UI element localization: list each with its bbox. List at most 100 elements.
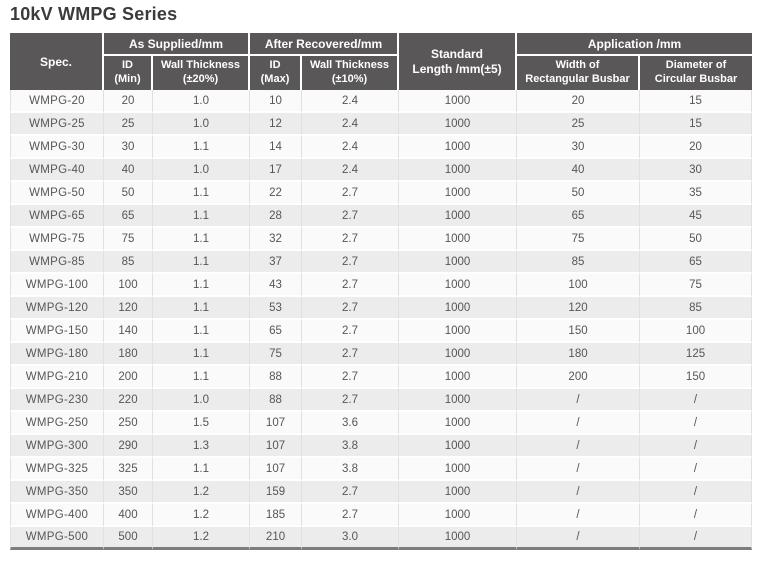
cell-wall_thickness_10: 2.7	[302, 228, 400, 251]
cell-width_rectangular_busbar: /	[517, 458, 641, 481]
cell-width_rectangular_busbar: 50	[517, 182, 641, 205]
cell-wall_thickness_20: 1.0	[153, 113, 251, 136]
cell-width_rectangular_busbar: 100	[517, 274, 641, 297]
cell-diameter_circular_busbar: 35	[640, 182, 753, 205]
column-header-wall-thickness-10: Wall Thickness (±10%)	[302, 56, 400, 90]
cell-standard_length: 1000	[399, 159, 518, 182]
cell-spec: WMPG-120	[10, 297, 104, 320]
cell-wall_thickness_10: 2.7	[302, 366, 400, 389]
cell-id_max: 17	[250, 159, 303, 182]
cell-wall_thickness_10: 2.7	[302, 389, 400, 412]
cell-wall_thickness_10: 2.7	[302, 182, 400, 205]
cell-spec: WMPG-75	[10, 228, 104, 251]
cell-id_max: 10	[250, 90, 303, 113]
cell-width_rectangular_busbar: 65	[517, 205, 641, 228]
id-min-line2: (Min)	[114, 73, 141, 85]
cell-diameter_circular_busbar: 15	[640, 113, 753, 136]
cell-id_max: 65	[250, 320, 303, 343]
column-header-diameter-circular-busbar: Diameter of Circular Busbar	[640, 56, 753, 90]
cell-wall_thickness_20: 1.1	[153, 182, 251, 205]
cell-diameter_circular_busbar: 65	[640, 251, 753, 274]
cell-spec: WMPG-230	[10, 389, 104, 412]
cell-id_max: 107	[250, 412, 303, 435]
width-rect-line1: Width of	[555, 59, 600, 72]
cell-wall_thickness_10: 2.7	[302, 251, 400, 274]
cell-standard_length: 1000	[399, 504, 518, 527]
cell-diameter_circular_busbar: 125	[640, 343, 753, 366]
table-row: WMPG-65 65 1.1 28 2.7 1000 65 45	[10, 205, 753, 228]
cell-standard_length: 1000	[399, 274, 518, 297]
wall-thickness-10-line1: Wall Thickness	[309, 59, 390, 72]
cell-diameter_circular_busbar: /	[640, 412, 753, 435]
cell-standard_length: 1000	[399, 136, 518, 159]
cell-id_max: 28	[250, 205, 303, 228]
cell-wall_thickness_10: 3.8	[302, 458, 400, 481]
cell-id_max: 107	[250, 435, 303, 458]
column-header-id-max: ID (Max)	[250, 56, 303, 90]
cell-id_min: 180	[104, 343, 153, 366]
cell-id_max: 14	[250, 136, 303, 159]
cell-standard_length: 1000	[399, 435, 518, 458]
cell-standard_length: 1000	[399, 297, 518, 320]
cell-id_min: 220	[104, 389, 153, 412]
cell-width_rectangular_busbar: 40	[517, 159, 641, 182]
cell-standard_length: 1000	[399, 90, 518, 113]
cell-diameter_circular_busbar: 85	[640, 297, 753, 320]
wall-thickness-20-line2: (±20%)	[182, 73, 219, 85]
cell-diameter_circular_busbar: 150	[640, 366, 753, 389]
cell-width_rectangular_busbar: /	[517, 504, 641, 527]
cell-standard_length: 1000	[399, 389, 518, 412]
id-min-line1: ID	[122, 59, 133, 72]
column-group-after-recovered: After Recovered/mm	[250, 33, 400, 56]
cell-wall_thickness_10: 2.4	[302, 90, 400, 113]
cell-wall_thickness_20: 1.1	[153, 458, 251, 481]
cell-wall_thickness_20: 1.2	[153, 481, 251, 504]
cell-id_max: 53	[250, 297, 303, 320]
cell-id_max: 210	[250, 527, 303, 550]
id-max-line1: ID	[269, 59, 281, 72]
cell-spec: WMPG-150	[10, 320, 104, 343]
dia-circ-line2: Circular Busbar	[654, 73, 738, 85]
cell-diameter_circular_busbar: /	[640, 504, 753, 527]
cell-spec: WMPG-350	[10, 481, 104, 504]
cell-id_min: 250	[104, 412, 153, 435]
cell-id_min: 500	[104, 527, 153, 550]
cell-id_max: 32	[250, 228, 303, 251]
cell-standard_length: 1000	[399, 481, 518, 504]
cell-diameter_circular_busbar: 20	[640, 136, 753, 159]
cell-id_min: 20	[104, 90, 153, 113]
cell-wall_thickness_20: 1.1	[153, 366, 251, 389]
column-header-spec: Spec.	[10, 33, 104, 90]
cell-spec: WMPG-100	[10, 274, 104, 297]
cell-wall_thickness_20: 1.1	[153, 228, 251, 251]
cell-wall_thickness_20: 1.2	[153, 504, 251, 527]
cell-id_max: 185	[250, 504, 303, 527]
cell-wall_thickness_20: 1.1	[153, 320, 251, 343]
cell-wall_thickness_20: 1.0	[153, 90, 251, 113]
standard-length-line1: Standard	[431, 46, 484, 61]
cell-diameter_circular_busbar: 15	[640, 90, 753, 113]
cell-width_rectangular_busbar: 85	[517, 251, 641, 274]
cell-width_rectangular_busbar: /	[517, 412, 641, 435]
cell-standard_length: 1000	[399, 412, 518, 435]
standard-length-line2: Length /mm(±5)	[412, 61, 502, 76]
cell-wall_thickness_20: 1.1	[153, 205, 251, 228]
cell-wall_thickness_20: 1.1	[153, 136, 251, 159]
cell-id_min: 400	[104, 504, 153, 527]
table-row: WMPG-150 140 1.1 65 2.7 1000 150 100	[10, 320, 753, 343]
cell-standard_length: 1000	[399, 320, 518, 343]
cell-width_rectangular_busbar: /	[517, 481, 641, 504]
cell-id_min: 140	[104, 320, 153, 343]
cell-wall_thickness_10: 3.8	[302, 435, 400, 458]
cell-spec: WMPG-180	[10, 343, 104, 366]
column-header-standard-length: Standard Length /mm(±5)	[399, 33, 518, 90]
cell-standard_length: 1000	[399, 458, 518, 481]
cell-standard_length: 1000	[399, 366, 518, 389]
cell-width_rectangular_busbar: 180	[517, 343, 641, 366]
cell-wall_thickness_10: 2.4	[302, 113, 400, 136]
cell-id_min: 25	[104, 113, 153, 136]
cell-standard_length: 1000	[399, 251, 518, 274]
cell-width_rectangular_busbar: 25	[517, 113, 641, 136]
cell-id_min: 30	[104, 136, 153, 159]
cell-id_min: 100	[104, 274, 153, 297]
